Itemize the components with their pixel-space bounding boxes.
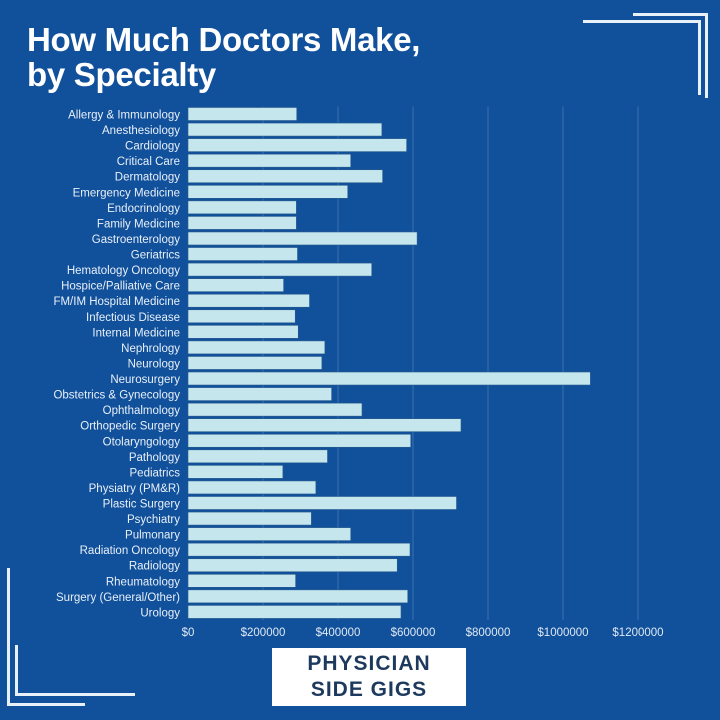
- x-tick-label: $400000: [316, 627, 361, 639]
- corner-line: [15, 693, 135, 696]
- corner-line: [633, 13, 708, 16]
- bar: [187, 589, 409, 604]
- bar: [187, 107, 298, 121]
- bar: [187, 558, 398, 573]
- x-tick-label: $0: [182, 627, 195, 639]
- category-label: Hematology Oncology: [67, 265, 180, 277]
- bar: [187, 138, 407, 152]
- bar: [187, 325, 299, 339]
- bar: [187, 465, 284, 479]
- bar: [187, 309, 296, 324]
- chart-title: How Much Doctors Make, by Specialty: [27, 22, 420, 92]
- x-tick-label: $800000: [466, 627, 511, 639]
- bar: [187, 480, 317, 495]
- title-line-2: by Specialty: [27, 56, 216, 93]
- category-label: Plastic Surgery: [103, 499, 181, 511]
- bar: [187, 449, 328, 464]
- corner-line: [705, 13, 708, 98]
- category-label: Otolaryngology: [103, 436, 181, 448]
- x-tick-label: $200000: [241, 627, 286, 639]
- corner-line: [698, 20, 701, 95]
- category-label: Psychiatry: [127, 514, 180, 526]
- category-label: Rheumatology: [106, 576, 180, 588]
- category-label: Emergency Medicine: [73, 187, 180, 199]
- category-label: Cardiology: [125, 141, 180, 153]
- category-label: Dermatology: [115, 172, 180, 184]
- category-label: Obstetrics & Gynecology: [53, 390, 180, 402]
- category-label: Nephrology: [121, 343, 180, 355]
- bar: [187, 387, 332, 401]
- corner-line: [583, 20, 701, 23]
- category-label: Gastroenterology: [92, 234, 180, 246]
- bar: [187, 200, 297, 215]
- logo: PHYSICIAN SIDE GIGS: [272, 648, 466, 706]
- bar: [187, 356, 323, 370]
- category-label: Pulmonary: [125, 530, 180, 542]
- logo-line-2: SIDE GIGS: [310, 678, 428, 701]
- bar: [187, 605, 402, 619]
- bar: [187, 496, 457, 510]
- category-label: Anesthesiology: [102, 125, 180, 137]
- bar: [187, 418, 462, 433]
- category-label: Pediatrics: [130, 467, 181, 479]
- logo-line-1: PHYSICIAN: [307, 652, 431, 675]
- category-label: Neurosurgery: [110, 374, 180, 386]
- bar: [187, 247, 298, 261]
- category-label: Endocrinology: [107, 203, 180, 215]
- bar: [187, 371, 591, 386]
- x-tick-label: $1200000: [612, 627, 663, 639]
- category-label: Internal Medicine: [92, 327, 180, 339]
- category-label: Surgery (General/Other): [56, 592, 180, 604]
- bar: [187, 216, 297, 230]
- bar: [187, 169, 383, 184]
- bar: [187, 231, 418, 246]
- category-label: Geriatrics: [131, 250, 180, 262]
- category-label: Neurology: [128, 358, 181, 370]
- corner-line: [7, 568, 10, 706]
- bar: [187, 185, 349, 199]
- bar: [187, 340, 326, 355]
- category-label: Family Medicine: [97, 218, 180, 230]
- category-label: Urology: [140, 607, 180, 619]
- bar: [187, 542, 411, 557]
- category-label: Allergy & Immunology: [68, 110, 180, 122]
- x-tick-label: $600000: [391, 627, 436, 639]
- bar: [187, 402, 363, 417]
- category-label: Radiology: [129, 561, 180, 573]
- category-label: Hospice/Palliative Care: [61, 281, 180, 293]
- x-tick-label: $1000000: [537, 627, 588, 639]
- bar: [187, 262, 373, 277]
- category-label: Critical Care: [117, 156, 180, 168]
- category-label: Radiation Oncology: [80, 545, 181, 557]
- bar: [187, 153, 352, 168]
- bar: [187, 511, 312, 526]
- corner-line: [15, 645, 18, 696]
- category-label: FM/IM Hospital Medicine: [53, 296, 180, 308]
- category-label: Orthopedic Surgery: [80, 421, 180, 433]
- bar: [187, 433, 412, 448]
- category-label: Ophthalmology: [103, 405, 181, 417]
- bar: [187, 293, 310, 308]
- category-label: Pathology: [129, 452, 180, 464]
- bar: [187, 527, 352, 541]
- corner-line: [7, 703, 85, 706]
- category-label: Infectious Disease: [86, 312, 180, 324]
- title-line-1: How Much Doctors Make,: [27, 21, 421, 58]
- category-label: Physiatry (PM&R): [89, 483, 181, 495]
- bar: [187, 573, 296, 588]
- bar: [187, 122, 383, 137]
- bar: [187, 278, 284, 292]
